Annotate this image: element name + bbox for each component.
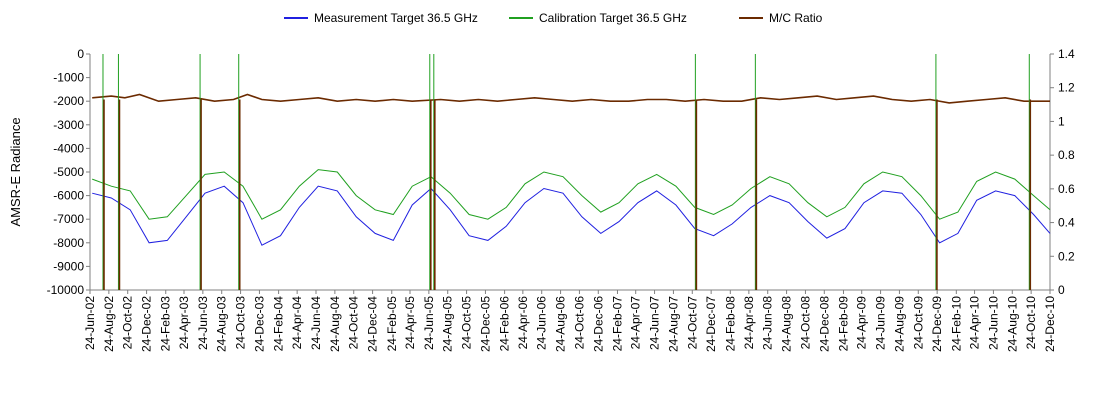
y-tick-label-right: 0.4 — [1058, 216, 1075, 230]
x-tick-label: 24-Dec-03 — [252, 296, 266, 352]
x-tick-label: 24-Jun-10 — [986, 296, 1000, 350]
x-tick-label: 24-Apr-03 — [177, 296, 191, 350]
y-tick-label-right: 0 — [1058, 283, 1065, 297]
y-tick-label-left: -5000 — [53, 165, 84, 179]
x-tick-label: 24-Dec-06 — [591, 296, 605, 352]
legend-label-calibration: Calibration Target 36.5 GHz — [539, 11, 687, 25]
x-tick-label: 24-Feb-07 — [610, 296, 624, 352]
x-tick-label: 24-Jun-06 — [535, 296, 549, 350]
legend-label-ratio: M/C Ratio — [769, 11, 823, 25]
legend-swatch-ratio — [739, 17, 763, 19]
y-tick-label-left: -1000 — [53, 71, 84, 85]
y-tick-label-right: 1.4 — [1058, 47, 1075, 61]
y-tick-label-left: -10000 — [47, 283, 85, 297]
legend-swatch-calibration — [509, 17, 533, 19]
x-tick-label: 24-Oct-09 — [911, 296, 925, 350]
y-axis-label-left: AMSR-E Radiance — [8, 117, 23, 226]
x-tick-label: 24-Apr-04 — [290, 296, 304, 350]
legend-item-ratio: M/C Ratio — [739, 11, 822, 25]
x-tick-label: 24-Feb-08 — [723, 296, 737, 352]
x-tick-label: 24-Oct-03 — [234, 296, 248, 350]
x-tick-label: 24-Dec-10 — [1043, 296, 1057, 352]
legend-label-measurement: Measurement Target 36.5 GHz — [314, 11, 478, 25]
x-tick-label: 24-Apr-06 — [516, 296, 530, 350]
x-tick-label: 24-Apr-08 — [742, 296, 756, 350]
legend: Measurement Target 36.5 GHz Calibration … — [0, 6, 1113, 30]
y-tick-label-left: -6000 — [53, 189, 84, 203]
y-tick-label-right: 1 — [1058, 114, 1065, 128]
x-tick-label: 24-Feb-10 — [949, 296, 963, 352]
x-tick-label: 24-Apr-09 — [855, 296, 869, 350]
x-tick-label: 24-Feb-06 — [498, 296, 512, 352]
x-tick-label: 24-Jun-05 — [422, 296, 436, 350]
x-tick-label: 24-Aug-09 — [892, 296, 906, 352]
x-tick-label: 24-Aug-02 — [102, 296, 116, 352]
x-tick-label: 24-Dec-04 — [366, 296, 380, 352]
x-tick-label: 24-Aug-10 — [1005, 296, 1019, 352]
x-tick-label: 24-Oct-05 — [460, 296, 474, 350]
x-tick-label: 24-Oct-02 — [121, 296, 135, 350]
x-tick-label: 24-Jun-07 — [648, 296, 662, 350]
x-tick-label: 24-Apr-10 — [968, 296, 982, 350]
x-tick-label: 24-Jun-02 — [83, 296, 97, 350]
x-tick-label: 24-Dec-05 — [478, 296, 492, 352]
legend-item-measurement: Measurement Target 36.5 GHz — [284, 11, 478, 25]
y-tick-label-right: 0.8 — [1058, 148, 1075, 162]
x-tick-label: 24-Oct-06 — [572, 296, 586, 350]
x-tick-label: 24-Oct-10 — [1024, 296, 1038, 350]
x-tick-label: 24-Aug-08 — [780, 296, 794, 352]
y-tick-label-right: 0.6 — [1058, 182, 1075, 196]
x-tick-label: 24-Feb-04 — [272, 296, 286, 352]
x-tick-label: 24-Aug-05 — [441, 296, 455, 352]
x-tick-label: 24-Feb-03 — [159, 296, 173, 352]
legend-swatch-measurement — [284, 17, 308, 19]
x-tick-label: 24-Oct-04 — [347, 296, 361, 350]
x-tick-label: 24-Jun-09 — [874, 296, 888, 350]
x-tick-label: 24-Oct-07 — [685, 296, 699, 350]
x-tick-label: 24-Aug-03 — [215, 296, 229, 352]
series-layer — [92, 54, 1051, 290]
y-tick-label-right: 0.2 — [1058, 249, 1075, 263]
y-tick-label-left: -2000 — [53, 94, 84, 108]
x-tick-label: 24-Jun-08 — [761, 296, 775, 350]
x-tick-label: 24-Dec-02 — [140, 296, 154, 352]
axes: 0 -1000 -2000 -3000 -4000 -5000 -6000 -7000 -800… — [47, 47, 1075, 352]
y-tick-label-left: -9000 — [53, 259, 84, 273]
x-tick-label: 24-Aug-04 — [328, 296, 342, 352]
x-tick-label: 24-Feb-09 — [836, 296, 850, 352]
x-tick-label: 24-Dec-07 — [704, 296, 718, 352]
x-tick-label: 24-Dec-09 — [930, 296, 944, 352]
y-tick-label-right: 1.2 — [1058, 81, 1075, 95]
x-tick-label: 24-Oct-08 — [798, 296, 812, 350]
y-tick-label-left: -7000 — [53, 212, 84, 226]
y-tick-label-left: -8000 — [53, 236, 84, 250]
x-tick-label: 24-Feb-05 — [385, 296, 399, 352]
x-tick-label: 24-Jun-04 — [309, 296, 323, 350]
series-line-0 — [92, 185, 1051, 246]
series-line-2 — [92, 93, 1050, 104]
y-tick-label-left: -3000 — [53, 118, 84, 132]
legend-item-calibration: Calibration Target 36.5 GHz — [509, 11, 687, 25]
x-tick-label: 24-Apr-07 — [629, 296, 643, 350]
x-tick-label: 24-Aug-07 — [666, 296, 680, 352]
x-tick-label: 24-Dec-08 — [817, 296, 831, 352]
x-tick-label: 24-Apr-05 — [403, 296, 417, 350]
series-line-1 — [92, 169, 1051, 220]
y-tick-label-left: 0 — [77, 47, 84, 61]
x-tick-label: 24-Aug-06 — [554, 296, 568, 352]
x-tick-label: 24-Jun-03 — [196, 296, 210, 350]
y-tick-label-left: -4000 — [53, 141, 84, 155]
